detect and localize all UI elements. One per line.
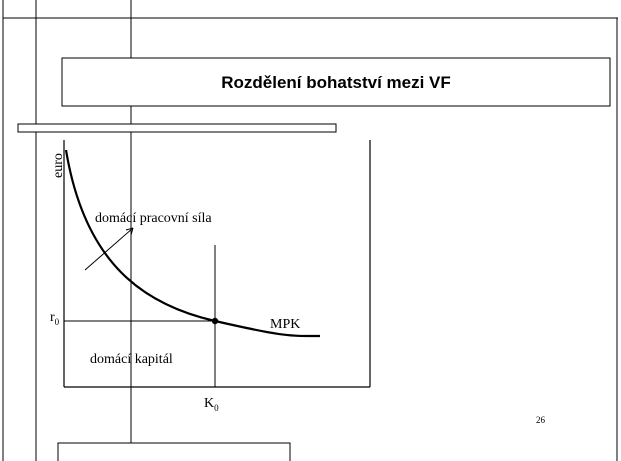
equilibrium-point: [211, 317, 219, 325]
mpk-curve: [64, 149, 321, 338]
r-label: r0: [50, 310, 60, 327]
capital-label: domácí kapitál: [90, 352, 173, 367]
title-box: [61, 57, 611, 107]
diagram: [63, 140, 371, 388]
labor-label: domácí pracovní síla: [95, 211, 212, 226]
pointer-head: [125, 227, 134, 236]
slide-title: Rozdělení bohatství mezi VF: [221, 73, 451, 92]
r-sub: 0: [55, 317, 60, 327]
k-sub: 0: [214, 403, 219, 413]
y-axis-label: euro: [51, 153, 66, 178]
k-label: K0: [204, 396, 219, 413]
r-base: r: [50, 310, 55, 325]
pointer: [84, 227, 134, 271]
bottom-box: [57, 442, 291, 461]
k-base: K: [204, 396, 214, 411]
bar-box: [17, 123, 337, 133]
page-number: 26: [536, 415, 546, 425]
curve-label: MPK: [270, 317, 300, 332]
